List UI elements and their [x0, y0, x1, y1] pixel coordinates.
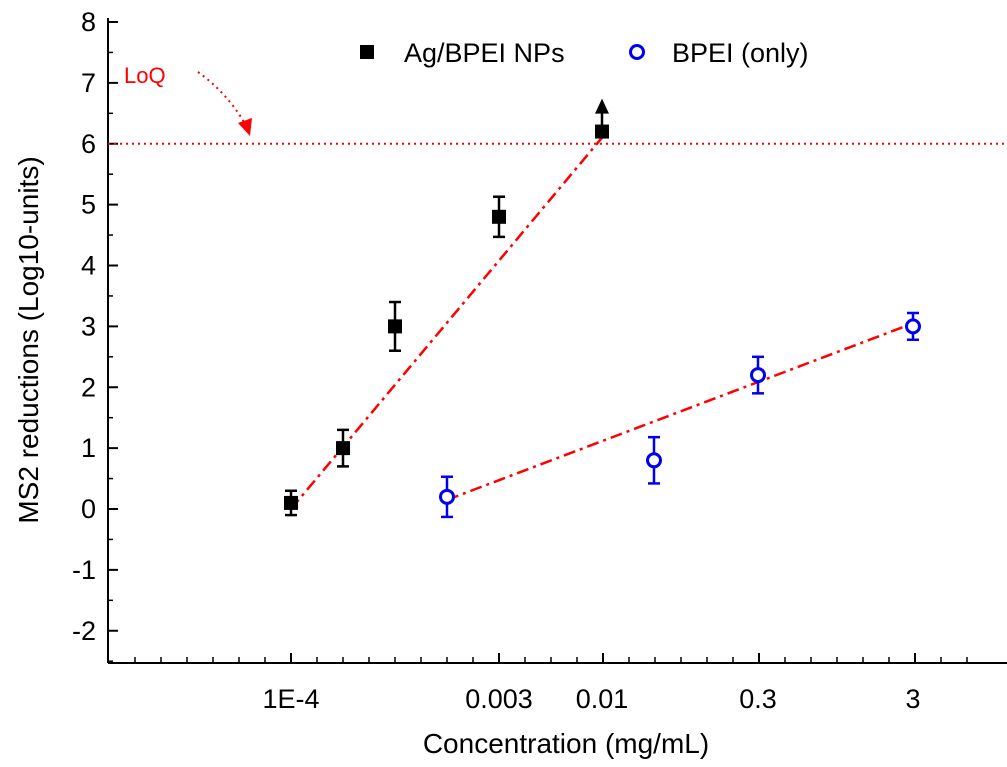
ag-bpei-arrow-head	[595, 98, 609, 114]
y-tick-label: 8	[81, 7, 96, 37]
x-tick-label: 3	[905, 684, 920, 714]
y-tick-label: 6	[81, 129, 96, 159]
fit-lines	[290, 136, 914, 510]
ag-bpei-point	[388, 319, 402, 334]
ag-bpei-point	[284, 495, 298, 510]
ag-bpei-point	[336, 441, 350, 456]
loq-label: LoQ	[124, 63, 166, 88]
y-tick-label: 7	[81, 68, 96, 98]
loq-arrow-head	[238, 118, 252, 136]
y-tick-label: 4	[81, 251, 96, 281]
x-tick-label: 0.003	[465, 684, 533, 714]
y-tick-label: 2	[81, 372, 96, 402]
loq-arrow-line	[197, 71, 245, 123]
bpei-point	[905, 318, 921, 335]
x-axis-title: Concentration (mg/mL)	[423, 728, 709, 759]
y-tick-label: 0	[81, 494, 96, 524]
legend-marker-ag-bpei	[360, 45, 374, 59]
y-tick-label: 5	[81, 190, 96, 220]
ag-bpei-point	[595, 124, 609, 139]
ag-bpei-point	[492, 209, 506, 224]
y-tick-label: 1	[81, 433, 96, 463]
loq-reference: LoQ	[108, 63, 1007, 145]
fit-line-bpei	[446, 322, 914, 502]
y-tick-label: -1	[72, 555, 96, 585]
legend-label-ag-bpei: Ag/BPEI NPs	[404, 38, 565, 68]
y-axis-title: MS2 reductions (Log10-units)	[13, 156, 44, 523]
bpei-point	[439, 488, 455, 505]
x-tick-label: 1E-4	[262, 684, 319, 714]
bpei-point	[750, 367, 766, 384]
axes: -2 -1 0 1 2 3 4 5 6 7 8 1E-4 0.003 0.01 0.3 3	[72, 7, 1007, 714]
data-marks	[284, 98, 921, 519]
legend: Ag/BPEI NPs BPEI (only)	[360, 38, 809, 68]
bpei-point	[646, 452, 662, 469]
y-tick-label: -2	[72, 616, 96, 646]
legend-marker-bpei	[629, 44, 645, 60]
x-tick-label: 0.01	[576, 684, 629, 714]
x-tick-label: 0.3	[739, 684, 777, 714]
y-tick-label: 3	[81, 311, 96, 341]
legend-label-bpei: BPEI (only)	[672, 38, 809, 68]
